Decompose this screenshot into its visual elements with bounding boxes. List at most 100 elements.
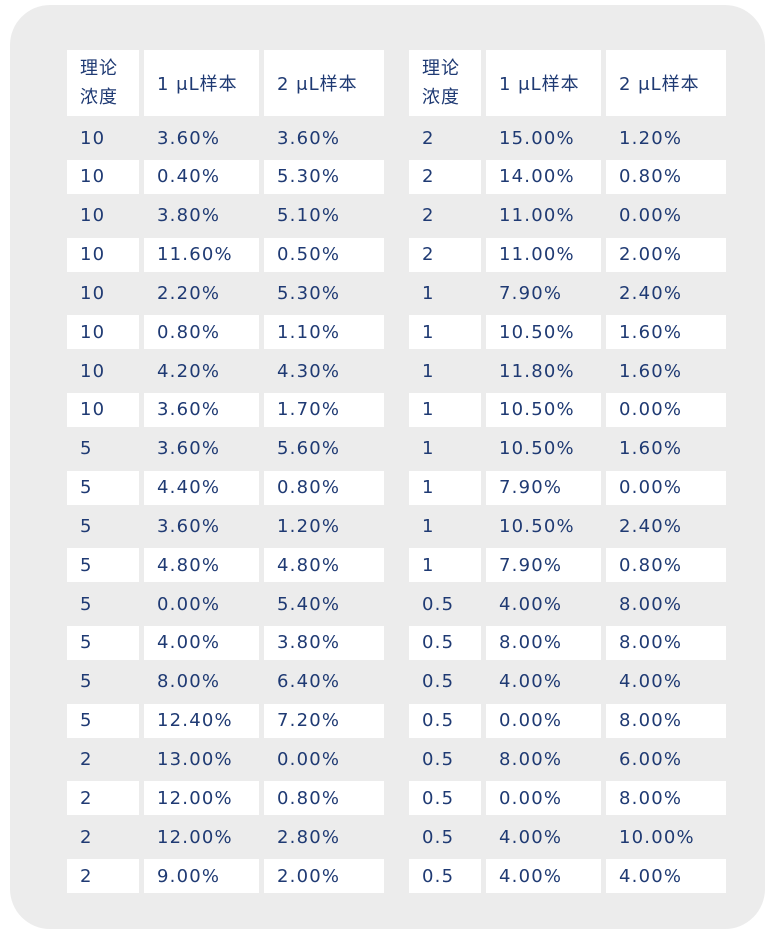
cell-theoretical-concentration: 1 xyxy=(409,392,481,427)
cell-theoretical-concentration: 10 xyxy=(67,237,139,272)
cell-1ul-sample: 12.00% xyxy=(144,781,259,816)
cell-theoretical-concentration: 10 xyxy=(80,282,106,304)
cell-theoretical-concentration: 0.5 xyxy=(422,671,455,693)
cell-2ul-sample: 1.10% xyxy=(264,315,384,350)
cell-theoretical-concentration: 10 xyxy=(67,159,139,194)
cell-theoretical-concentration: 5 xyxy=(67,703,139,738)
cell-1ul-sample: 0.00% xyxy=(157,593,221,615)
cell-1ul-sample: 11.00% xyxy=(499,205,575,227)
cell-1ul-sample: 3.60% xyxy=(157,515,221,537)
cell-theoretical-concentration: 0.5 xyxy=(409,703,481,738)
cell-1ul-sample: 14.00% xyxy=(486,159,601,194)
header-1ul-sample: 1 μL样本 xyxy=(144,50,259,116)
cell-2ul-sample: 2.00% xyxy=(264,859,384,894)
cell-theoretical-concentration: 1 xyxy=(422,360,435,382)
cell-theoretical-concentration: 2 xyxy=(67,781,139,816)
cell-2ul-sample: 10.00% xyxy=(619,826,695,848)
cell-1ul-sample: 0.00% xyxy=(486,781,601,816)
cell-theoretical-concentration: 2 xyxy=(409,237,481,272)
cell-1ul-sample: 11.80% xyxy=(499,360,575,382)
cell-1ul-sample: 4.20% xyxy=(157,360,221,382)
cell-theoretical-concentration: 10 xyxy=(80,127,106,149)
cell-2ul-sample: 0.00% xyxy=(606,392,726,427)
cell-1ul-sample: 4.80% xyxy=(144,548,259,583)
cell-1ul-sample: 10.50% xyxy=(486,392,601,427)
data-table-right: 理论 浓度 1 μL样本 2 μL样本 2 15.00% 1.20% 2 14.00% 0… xyxy=(409,50,726,898)
cell-theoretical-concentration: 0.5 xyxy=(409,781,481,816)
cell-theoretical-concentration: 0.5 xyxy=(422,593,455,615)
cell-1ul-sample: 2.20% xyxy=(157,282,221,304)
cell-2ul-sample: 6.00% xyxy=(619,749,683,770)
cell-2ul-sample: 1.20% xyxy=(277,515,341,537)
cell-2ul-sample: 0.80% xyxy=(606,548,726,583)
cell-2ul-sample: 8.00% xyxy=(619,593,683,615)
cell-theoretical-concentration: 10 xyxy=(67,315,139,350)
cell-1ul-sample: 11.60% xyxy=(144,237,259,272)
cell-1ul-sample: 4.00% xyxy=(499,593,563,615)
cell-2ul-sample: 1.20% xyxy=(619,127,683,149)
cell-1ul-sample: 11.00% xyxy=(486,237,601,272)
cell-theoretical-concentration: 5 xyxy=(80,438,93,460)
cell-1ul-sample: 0.40% xyxy=(144,159,259,194)
cell-theoretical-concentration: 1 xyxy=(409,470,481,505)
cell-2ul-sample: 5.60% xyxy=(277,438,341,460)
cell-1ul-sample: 10.50% xyxy=(486,315,601,350)
table-card: 理论 浓度 1 μL样本 2 μL样本 10 3.60% 3.60% 10 0.40% 5… xyxy=(10,5,765,929)
header-1ul-sample: 1 μL样本 xyxy=(486,50,601,116)
data-table-left: 理论 浓度 1 μL样本 2 μL样本 10 3.60% 3.60% 10 0.40% 5… xyxy=(67,50,384,898)
cell-2ul-sample: 1.60% xyxy=(619,438,683,460)
cell-2ul-sample: 3.60% xyxy=(277,127,341,149)
header-theoretical-concentration: 理论 浓度 xyxy=(67,50,139,116)
cell-2ul-sample: 3.80% xyxy=(264,625,384,660)
cell-1ul-sample: 0.80% xyxy=(144,315,259,350)
cell-theoretical-concentration: 1 xyxy=(422,438,435,460)
cell-1ul-sample: 4.40% xyxy=(144,470,259,505)
cell-2ul-sample: 0.80% xyxy=(264,781,384,816)
cell-theoretical-concentration: 10 xyxy=(67,392,139,427)
header-theoretical-concentration: 理论 浓度 xyxy=(409,50,481,116)
cell-theoretical-concentration: 2 xyxy=(80,826,93,848)
cell-theoretical-concentration: 1 xyxy=(422,282,435,304)
cell-1ul-sample: 7.90% xyxy=(486,470,601,505)
cell-1ul-sample: 8.00% xyxy=(499,749,563,770)
cell-1ul-sample: 4.00% xyxy=(144,625,259,660)
cell-1ul-sample: 12.00% xyxy=(157,826,233,848)
cell-2ul-sample: 8.00% xyxy=(606,703,726,738)
cell-2ul-sample: 0.00% xyxy=(606,470,726,505)
cell-theoretical-concentration: 5 xyxy=(80,671,93,693)
cell-2ul-sample: 4.00% xyxy=(606,859,726,894)
cell-theoretical-concentration: 10 xyxy=(80,205,106,227)
cell-2ul-sample: 4.80% xyxy=(264,548,384,583)
cell-1ul-sample: 4.00% xyxy=(499,671,563,693)
cell-2ul-sample: 1.70% xyxy=(264,392,384,427)
cell-theoretical-concentration: 1 xyxy=(409,315,481,350)
cell-theoretical-concentration: 2 xyxy=(422,205,435,227)
cell-theoretical-concentration: 5 xyxy=(67,470,139,505)
cell-theoretical-concentration: 1 xyxy=(409,548,481,583)
cell-2ul-sample: 2.40% xyxy=(619,515,683,537)
cell-2ul-sample: 5.10% xyxy=(277,205,341,227)
cell-theoretical-concentration: 5 xyxy=(80,593,93,615)
cell-theoretical-concentration: 0.5 xyxy=(422,826,455,848)
cell-2ul-sample: 2.00% xyxy=(606,237,726,272)
cell-theoretical-concentration: 2 xyxy=(409,159,481,194)
cell-1ul-sample: 8.00% xyxy=(486,625,601,660)
cell-1ul-sample: 4.00% xyxy=(499,826,563,848)
header-2ul-sample: 2 μL样本 xyxy=(606,50,726,116)
cell-1ul-sample: 8.00% xyxy=(157,671,221,693)
cell-2ul-sample: 4.00% xyxy=(619,671,683,693)
cell-2ul-sample: 5.40% xyxy=(277,593,341,615)
cell-2ul-sample: 4.30% xyxy=(277,360,341,382)
cell-theoretical-concentration: 0.5 xyxy=(409,859,481,894)
cell-2ul-sample: 1.60% xyxy=(619,360,683,382)
cell-2ul-sample: 0.00% xyxy=(277,749,341,770)
cell-2ul-sample: 0.80% xyxy=(606,159,726,194)
cell-2ul-sample: 5.30% xyxy=(264,159,384,194)
cell-1ul-sample: 10.50% xyxy=(499,438,575,460)
cell-1ul-sample: 13.00% xyxy=(157,749,233,770)
header-2ul-sample: 2 μL样本 xyxy=(264,50,384,116)
cell-theoretical-concentration: 1 xyxy=(422,515,435,537)
cell-2ul-sample: 8.00% xyxy=(606,781,726,816)
cell-1ul-sample: 3.60% xyxy=(157,127,221,149)
cell-theoretical-concentration: 2 xyxy=(67,859,139,894)
